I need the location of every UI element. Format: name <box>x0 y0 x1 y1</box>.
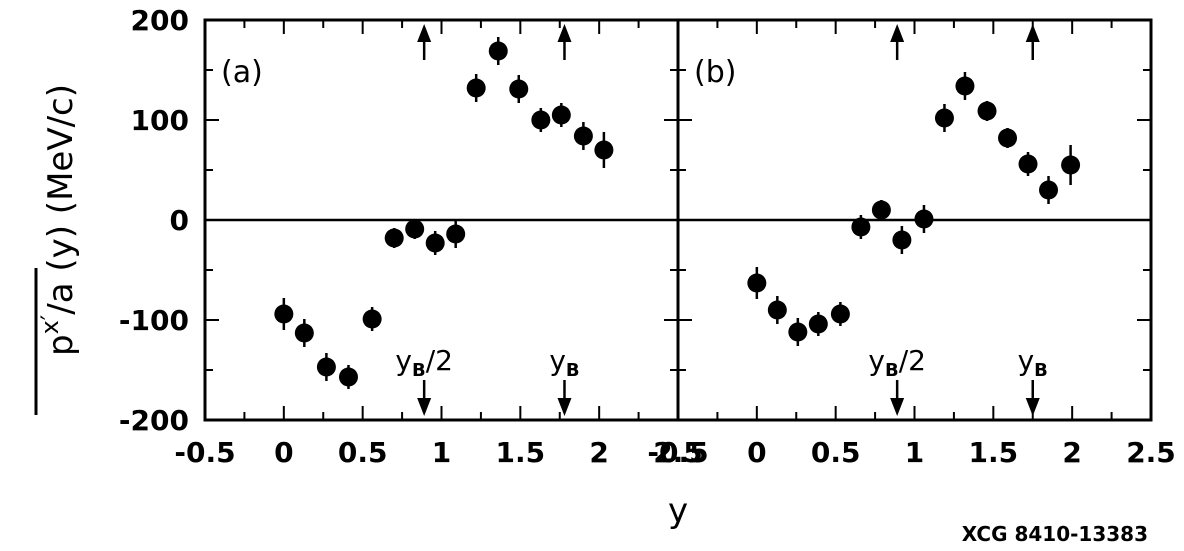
x-tick-label: 2 <box>1062 436 1081 469</box>
y-tick-label: 0 <box>170 204 189 237</box>
marker-arrow-up-head <box>557 24 572 42</box>
data-point <box>747 273 767 293</box>
data-point <box>892 230 912 250</box>
data-point <box>446 224 466 244</box>
data-point <box>594 140 614 160</box>
x-tick-label: 0.5 <box>811 436 861 469</box>
x-tick-label: 2 <box>589 436 608 469</box>
data-point <box>274 304 294 324</box>
y-tick-label: 200 <box>131 4 189 37</box>
data-point <box>955 76 975 96</box>
panel-label: (b) <box>694 55 736 90</box>
y-axis-title-text: px′/a (y) (MeV/c) <box>36 84 81 356</box>
data-point <box>425 233 445 253</box>
data-point <box>1061 155 1081 175</box>
marker-label: yB <box>1018 344 1048 381</box>
figure-credit: XCG 8410-13383 <box>962 522 1148 546</box>
data-point <box>384 228 404 248</box>
data-point <box>977 101 997 121</box>
data-point <box>914 209 934 229</box>
x-tick-label: 1 <box>905 436 924 469</box>
data-point <box>488 41 508 61</box>
data-point <box>531 110 551 130</box>
data-point <box>934 108 954 128</box>
panels: -0.5 0 0.5 1 1.5 2 2.5 -200 -100 0 100 200 (a) yB/2 yB… <box>119 4 1176 469</box>
x-tick-label: 1.5 <box>496 436 546 469</box>
x-tick-label: 2.5 <box>1126 436 1176 469</box>
data-point <box>551 105 571 125</box>
marker-label: yB <box>549 344 579 381</box>
data-point <box>808 314 828 334</box>
marker-arrow-up-head <box>417 24 432 42</box>
x-tick-label: 2.5 <box>653 436 703 469</box>
y-axis-title-group: px′/a (y) (MeV/c) <box>34 84 81 415</box>
x-axis-title: y <box>668 491 688 531</box>
x-tick-label: 0 <box>274 436 293 469</box>
data-point <box>338 367 358 387</box>
marker-label: yB/2 <box>395 344 453 381</box>
data-point <box>1018 154 1038 174</box>
marker-arrow-down-head <box>890 398 905 416</box>
y-tick-label: -200 <box>119 404 189 437</box>
x-tick-label: 0 <box>747 436 766 469</box>
marker-arrow-up-head <box>890 24 905 42</box>
marker-label: yB/2 <box>868 344 926 381</box>
panel-label: (a) <box>221 55 263 90</box>
marker-arrow-down-head <box>1025 398 1040 416</box>
data-point <box>466 78 486 98</box>
panel-a: -0.5 0 0.5 1 1.5 2 2.5 -200 -100 0 100 200 (a) yB/2 yB <box>119 4 703 469</box>
data-point <box>405 219 425 239</box>
data-point <box>998 128 1018 148</box>
x-tick-label: 1 <box>432 436 451 469</box>
x-tick-label: 0.5 <box>338 436 388 469</box>
data-point <box>294 323 314 343</box>
data-point <box>316 357 336 377</box>
data-point <box>573 126 593 146</box>
x-tick-label: 1.5 <box>969 436 1019 469</box>
data-point <box>871 200 891 220</box>
data-point <box>362 309 382 329</box>
marker-arrow-down-head <box>557 398 572 416</box>
marker-arrow-up-head <box>1025 24 1040 42</box>
y-tick-label: 100 <box>131 104 189 137</box>
data-point <box>851 217 871 237</box>
data-point <box>830 304 850 324</box>
x-tick-label: -0.5 <box>647 436 708 469</box>
marker-arrow-down-head <box>417 398 432 416</box>
y-axis-title: px′/a (y) (MeV/c) <box>34 84 81 415</box>
data-point <box>1039 180 1059 200</box>
data-point <box>509 79 529 99</box>
x-tick-label: -0.5 <box>174 436 235 469</box>
data-point <box>788 322 808 342</box>
data-point <box>767 300 787 320</box>
y-tick-label: -100 <box>119 304 189 337</box>
panel-b: -0.5 0 0.5 1 1.5 2 2.5 (b) yB/2 yB <box>647 18 1176 469</box>
